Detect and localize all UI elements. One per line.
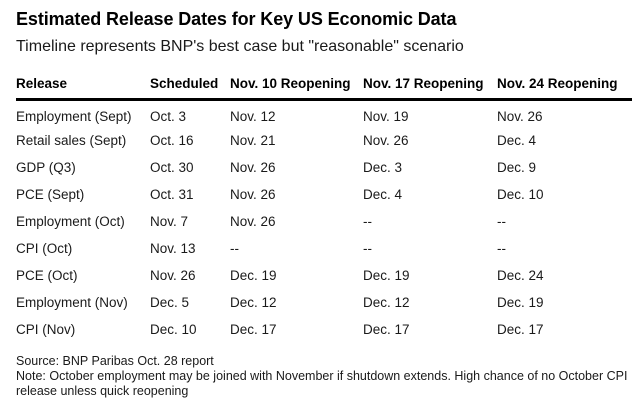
table-row: Retail sales (Sept) Oct. 16 Nov. 21 Nov. 26… (16, 127, 632, 154)
table-row: GDP (Q3) Oct. 30 Nov. 26 Dec. 3 Dec. 9 (16, 154, 632, 181)
release-cell: Employment (Nov) (16, 294, 128, 310)
date-cell: Dec. 12 (230, 294, 277, 310)
page-subtitle: Timeline represents BNP's best case but … (16, 38, 464, 55)
table-row: CPI (Oct) Nov. 13 -- -- -- (16, 235, 632, 262)
table-row: PCE (Oct) Nov. 26 Dec. 19 Dec. 19 Dec. 24 (16, 262, 632, 289)
date-cell: Dec. 17 (363, 321, 410, 337)
date-cell: Oct. 3 (150, 108, 187, 124)
date-cell: Nov. 26 (363, 132, 409, 148)
date-cell: Nov. 21 (230, 132, 276, 148)
date-cell: Nov. 26 (497, 108, 543, 124)
release-cell: GDP (Q3) (16, 159, 76, 175)
date-cell: Nov. 7 (150, 213, 189, 229)
date-cell: Dec. 24 (497, 267, 544, 283)
page-title: Estimated Release Dates for Key US Econo… (16, 9, 457, 29)
date-cell: Dec. 10 (497, 186, 544, 202)
date-cell: -- (497, 213, 506, 229)
footer-source: Source: BNP Paribas Oct. 28 report (16, 353, 214, 368)
table-row: Employment (Oct) Nov. 7 Nov. 26 -- -- (16, 208, 632, 235)
date-cell: Dec. 19 (363, 267, 410, 283)
release-cell: CPI (Nov) (16, 321, 76, 337)
release-cell: Employment (Sept) (16, 108, 132, 124)
release-table: Release Scheduled Nov. 10 Reopening Nov. 17… (16, 76, 632, 343)
date-cell: Dec. 3 (363, 159, 403, 175)
date-cell: Dec. 10 (150, 321, 197, 337)
release-cell: PCE (Sept) (16, 186, 85, 202)
release-cell: Employment (Oct) (16, 213, 125, 229)
release-cell: CPI (Oct) (16, 240, 73, 256)
date-cell: Nov. 13 (150, 240, 196, 256)
column-header: Scheduled (150, 76, 230, 101)
date-cell: Nov. 19 (363, 108, 409, 124)
release-cell: PCE (Oct) (16, 267, 78, 283)
date-cell: Dec. 19 (230, 267, 277, 283)
date-cell: Dec. 19 (497, 294, 544, 310)
table-row: PCE (Sept) Oct. 31 Nov. 26 Dec. 4 Dec. 10 (16, 181, 632, 208)
date-cell: Dec. 4 (363, 186, 403, 202)
date-cell: -- (230, 240, 239, 256)
date-cell: Dec. 12 (363, 294, 410, 310)
column-header: Nov. 17 Reopening (363, 76, 497, 101)
date-cell: -- (363, 240, 372, 256)
date-cell: Nov. 26 (230, 213, 276, 229)
date-cell: Dec. 9 (497, 159, 537, 175)
table-row: Employment (Nov) Dec. 5 Dec. 12 Dec. 12 Dec.… (16, 289, 632, 316)
date-cell: Oct. 16 (150, 132, 194, 148)
header-row: Release Scheduled Nov. 10 Reopening Nov. 17… (16, 76, 632, 101)
footer-note: Note: October employment may be joined w… (16, 368, 628, 398)
date-cell: Nov. 26 (150, 267, 196, 283)
table-row: Employment (Sept) Oct. 3 Nov. 12 Nov. 19 Nov… (16, 100, 632, 127)
date-cell: Oct. 30 (150, 159, 194, 175)
column-header: Nov. 10 Reopening (230, 76, 363, 101)
date-cell: Dec. 5 (150, 294, 190, 310)
date-cell: Oct. 31 (150, 186, 194, 202)
date-cell: Nov. 26 (230, 186, 276, 202)
release-cell: Retail sales (Sept) (16, 132, 127, 148)
table-body: Employment (Sept) Oct. 3 Nov. 12 Nov. 19 Nov… (16, 100, 632, 343)
date-cell: Nov. 26 (230, 159, 276, 175)
date-cell: -- (363, 213, 372, 229)
date-cell: Dec. 17 (230, 321, 277, 337)
date-cell: Dec. 4 (497, 132, 537, 148)
date-cell: -- (497, 240, 506, 256)
column-header: Release (16, 76, 150, 101)
column-header: Nov. 24 Reopening (497, 76, 632, 101)
footer: Source: BNP Paribas Oct. 28 report Note:… (16, 354, 630, 399)
table-row: CPI (Nov) Dec. 10 Dec. 17 Dec. 17 Dec. 17 (16, 316, 632, 343)
date-cell: Nov. 12 (230, 108, 276, 124)
date-cell: Dec. 17 (497, 321, 544, 337)
